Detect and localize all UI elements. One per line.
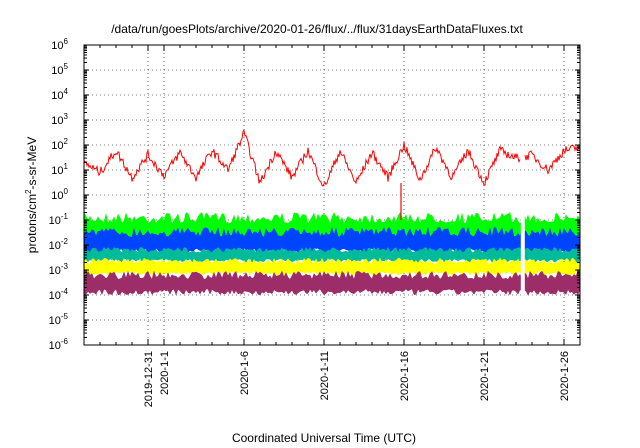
y-tick-label: 105 (51, 62, 68, 77)
x-tick-label: 2020-1-6 (239, 351, 251, 395)
x-axis-label: Coordinated Universal Time (UTC) (232, 431, 416, 445)
y-tick-label: 10-6 (49, 337, 69, 352)
y-tick-label: 102 (51, 137, 68, 152)
y-tick-label: 10-2 (49, 237, 69, 252)
y-tick-label: 106 (51, 37, 68, 52)
flux-band (83, 257, 581, 276)
data-gap (520, 208, 525, 303)
x-axis-ticks: 2019-12-31 2020-1-1 2020-1-6 2020-1-11 2020-… (83, 45, 581, 407)
x-tick-label: 2020-1-21 (479, 351, 491, 401)
y-tick-label: 100 (51, 187, 68, 202)
y-tick-label: 10-4 (49, 287, 69, 302)
y-tick-label: 104 (51, 87, 68, 102)
y-axis-ticks: 10-6 10-5 10-4 10-3 10-2 10-1 100 101 102 103 104 1… (49, 37, 580, 352)
y-tick-label: 101 (51, 162, 68, 177)
x-tick-label: 2020-1-16 (399, 351, 411, 401)
series-line-red (83, 129, 580, 187)
x-tick-label: 2020-1-11 (319, 351, 331, 400)
y-tick-label: 10-3 (49, 262, 69, 277)
x-tick-label: 2020-1-26 (559, 351, 571, 401)
chart-title: /data/run/goesPlots/archive/2020-01-26/f… (111, 22, 523, 36)
gridlines (84, 45, 580, 345)
y-tick-label: 10-5 (49, 312, 69, 327)
y-tick-label: 103 (51, 112, 68, 127)
x-tick-label: 2019-12-31 (143, 351, 155, 407)
flux-band (83, 270, 581, 296)
y-tick-label: 10-1 (49, 212, 69, 227)
x-tick-label: 2020-1-1 (159, 351, 171, 395)
data-series (83, 129, 581, 303)
y-axis-label: protons/cm2-s-sr-MeV (24, 137, 39, 253)
